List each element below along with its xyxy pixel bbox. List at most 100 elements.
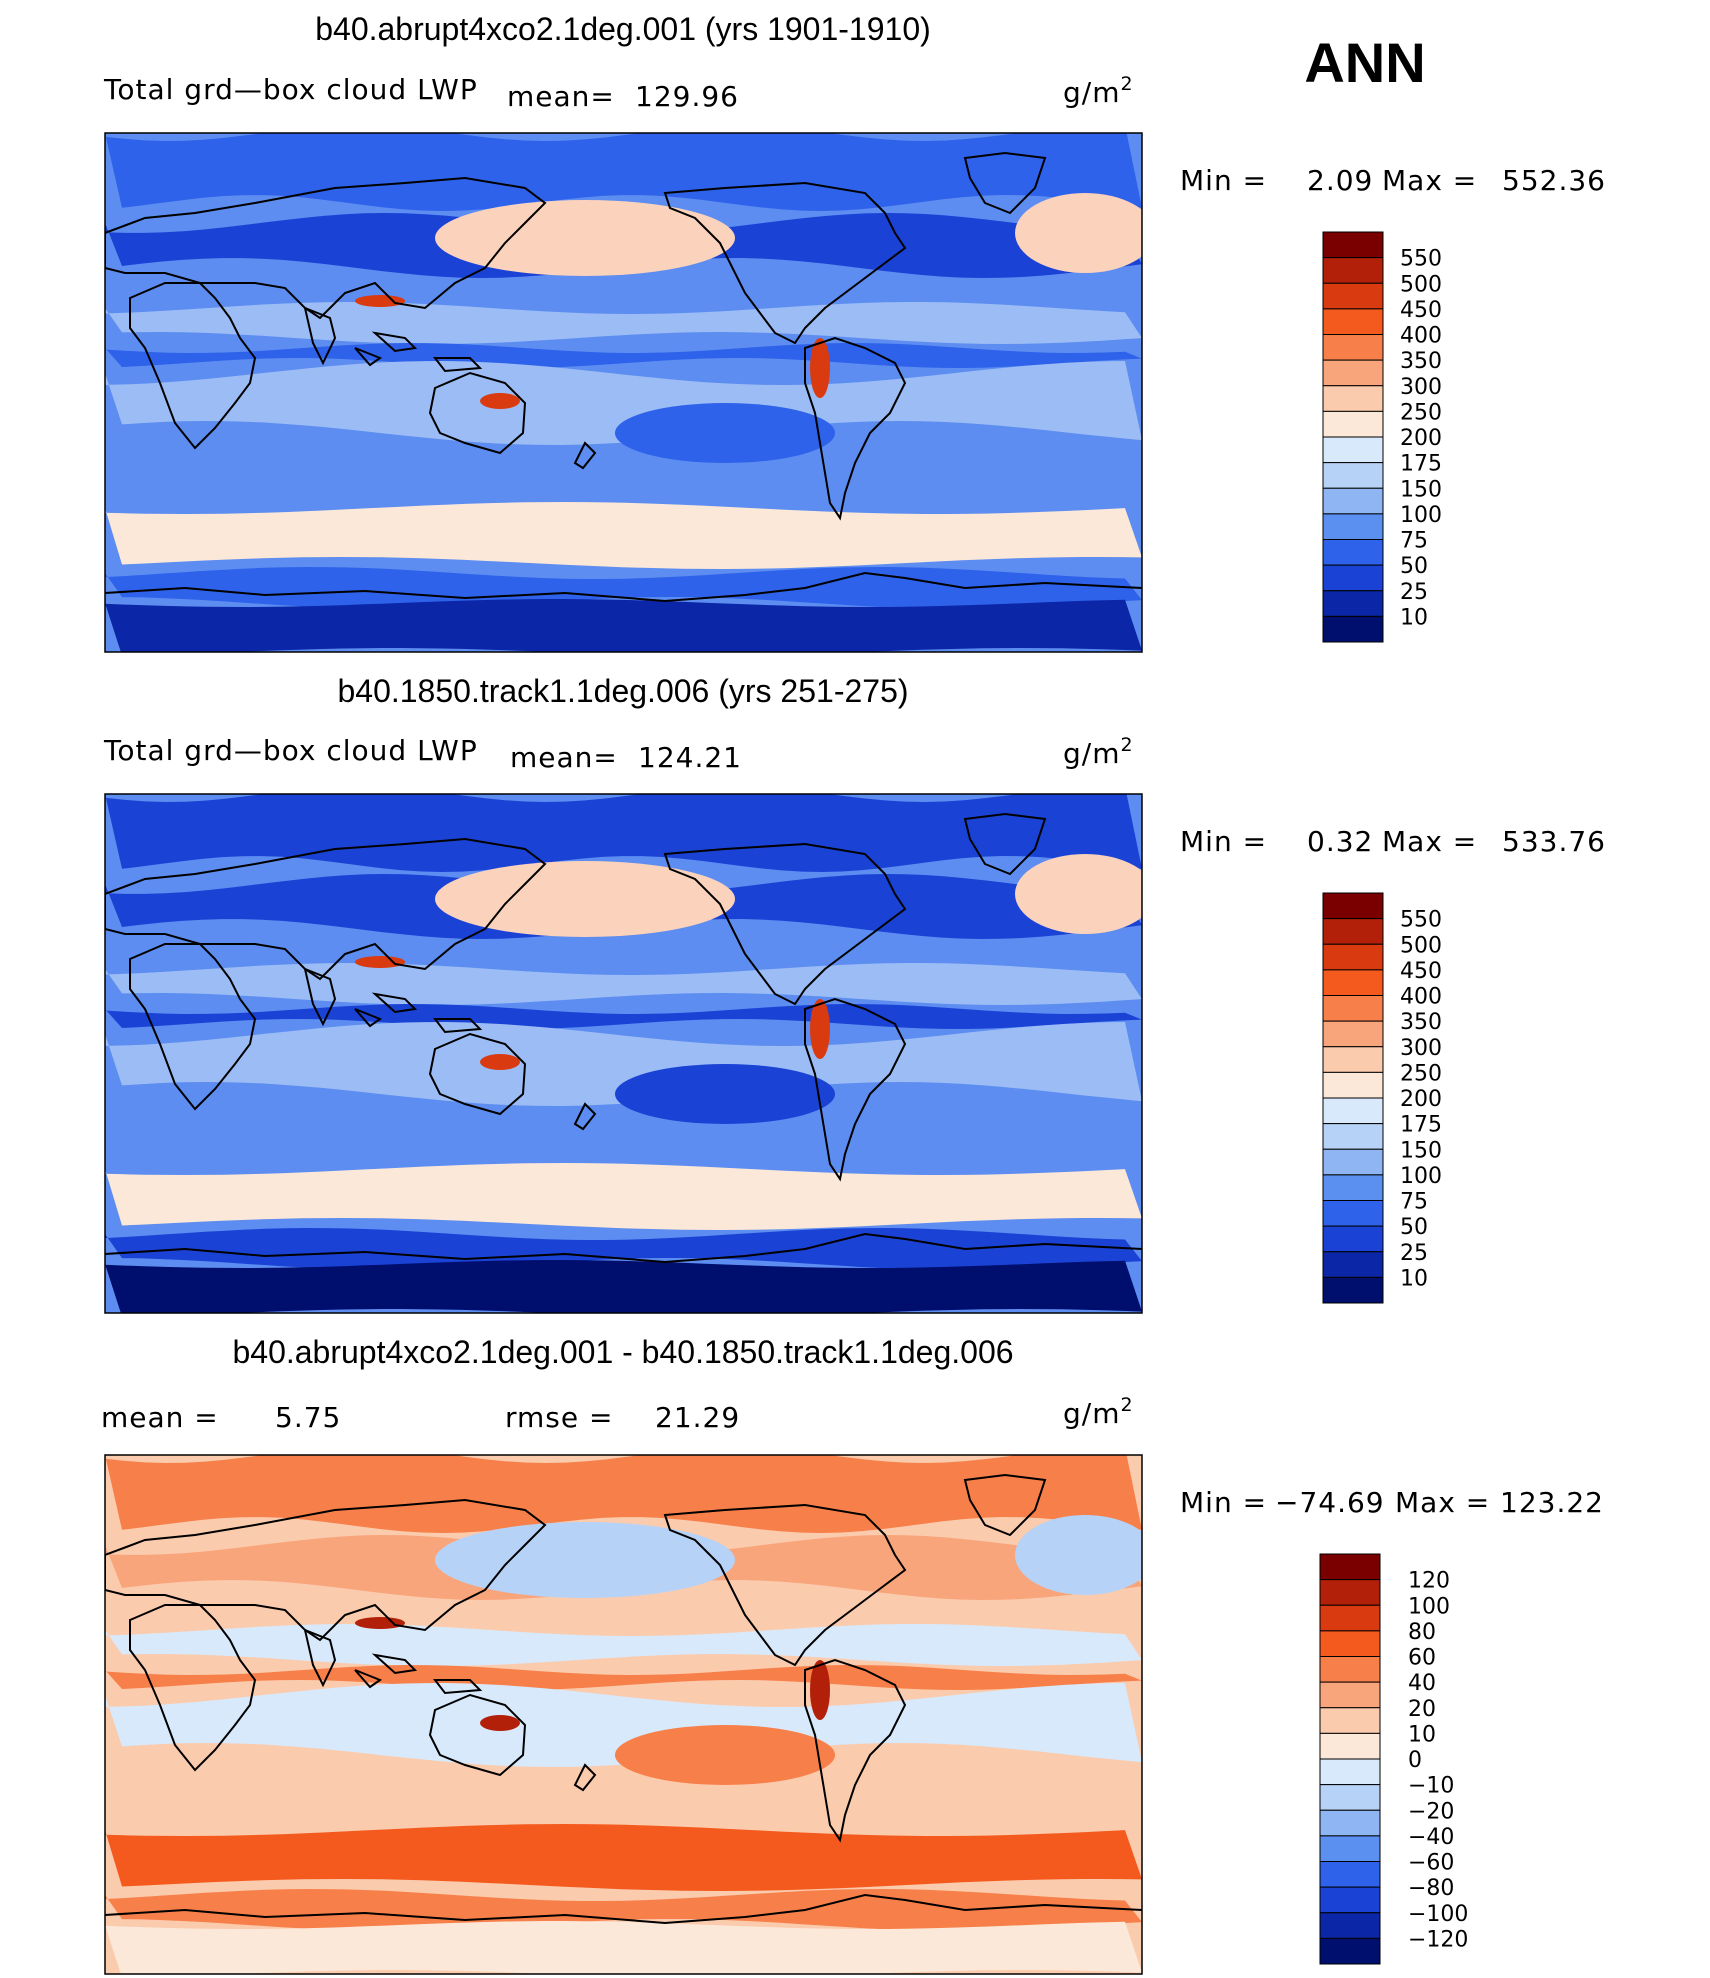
colorbar-swatch	[1322, 282, 1384, 310]
colorbar-swatch	[1322, 513, 1384, 540]
colorbar-swatch	[1319, 1861, 1381, 1888]
colorbar-swatch	[1319, 1937, 1381, 1965]
colorbar-swatch	[1322, 943, 1384, 971]
colorbar-swatch	[1319, 1912, 1381, 1939]
colorbar-swatch	[1319, 1707, 1381, 1734]
colorbar-swatch	[1322, 257, 1384, 284]
colorbar-swatch	[1322, 1276, 1384, 1304]
colorbar-swatch	[1322, 564, 1384, 592]
panel-3-rmse-value: 21.29	[655, 1401, 740, 1434]
colorbar-tick-label: 40	[1408, 1671, 1436, 1696]
colorbar-swatch	[1319, 1732, 1381, 1760]
panel-1-colorbar: 5505004504003503002502001751501007550251…	[1322, 231, 1442, 643]
colorbar-tick-label: 50	[1400, 554, 1428, 579]
panel-2-colorbar: 5505004504003503002502001751501007550251…	[1322, 892, 1442, 1304]
colorbar-swatch	[1319, 1656, 1381, 1683]
colorbar-tick-label: 250	[1400, 400, 1442, 425]
panel-3-units: g/m2	[1063, 1394, 1134, 1430]
colorbar-tick-label: 550	[1400, 247, 1442, 272]
colorbar-swatch	[1322, 590, 1384, 617]
colorbar-swatch	[1322, 1251, 1384, 1278]
colorbar-tick-label: 350	[1400, 1010, 1442, 1035]
colorbar-tick-label: 400	[1400, 985, 1442, 1010]
colorbar-swatch	[1322, 462, 1384, 489]
colorbar-swatch	[1319, 1681, 1381, 1709]
colorbar-tick-label: 200	[1400, 1087, 1442, 1112]
colorbar-tick-label: 10	[1400, 1266, 1428, 1291]
panel-3: b40.abrupt4xco2.1deg.001 - b40.1850.trac…	[101, 1334, 1603, 1975]
colorbar-tick-label: 10	[1408, 1722, 1436, 1747]
panel-3-min-value: −74.69	[1275, 1486, 1385, 1519]
colorbar-swatch	[1322, 918, 1384, 945]
panel-1-mean-value: 129.96	[635, 80, 739, 113]
colorbar-tick-label: 80	[1408, 1620, 1436, 1645]
panel-1-variable: Total grd—box cloud LWP	[103, 73, 478, 106]
colorbar-swatch	[1322, 1123, 1384, 1150]
colorbar-swatch	[1322, 615, 1384, 643]
colorbar-tick-label: 175	[1400, 452, 1442, 477]
panel-1: b40.abrupt4xco2.1deg.001 (yrs 1901-1910)…	[103, 11, 1606, 653]
colorbar-swatch	[1322, 436, 1384, 464]
colorbar-tick-label: 75	[1400, 1190, 1428, 1215]
colorbar-swatch	[1322, 1071, 1384, 1099]
colorbar-swatch	[1319, 1579, 1381, 1606]
panel-1-units: g/m2	[1063, 73, 1134, 109]
colorbar-tick-label: −80	[1408, 1876, 1454, 1901]
colorbar-tick-label: 20	[1408, 1697, 1436, 1722]
colorbar-swatch	[1322, 539, 1384, 566]
panel-1-min-label: Min =	[1180, 164, 1267, 197]
panel-1-mean-label: mean=	[507, 80, 615, 113]
panel-2: b40.1850.track1.1deg.006 (yrs 251-275) T…	[103, 673, 1606, 1314]
colorbar-swatch	[1322, 995, 1384, 1022]
colorbar-swatch	[1319, 1553, 1381, 1581]
colorbar-tick-label: −60	[1408, 1851, 1454, 1876]
panel-2-max-value: 533.76	[1502, 825, 1606, 858]
colorbar-tick-label: 250	[1400, 1061, 1442, 1086]
colorbar-tick-label: 300	[1400, 1036, 1442, 1061]
colorbar-tick-label: 25	[1400, 1241, 1428, 1266]
panel-2-title: b40.1850.track1.1deg.006 (yrs 251-275)	[337, 673, 908, 709]
colorbar-swatch	[1322, 1174, 1384, 1201]
colorbar-swatch	[1319, 1784, 1381, 1811]
colorbar-swatch	[1319, 1835, 1381, 1862]
panel-3-max-label: Max =	[1395, 1486, 1490, 1519]
panel-1-title: b40.abrupt4xco2.1deg.001 (yrs 1901-1910)	[315, 11, 931, 47]
colorbar-tick-label: −120	[1408, 1927, 1468, 1952]
colorbar-tick-label: −100	[1408, 1902, 1468, 1927]
colorbar-tick-label: 550	[1400, 908, 1442, 933]
panel-1-max-value: 552.36	[1502, 164, 1606, 197]
colorbar-swatch	[1322, 892, 1384, 920]
colorbar-tick-label: 75	[1400, 529, 1428, 554]
panel-2-variable: Total grd—box cloud LWP	[103, 734, 478, 767]
panel-2-units: g/m2	[1063, 734, 1134, 770]
colorbar-tick-label: 50	[1400, 1215, 1428, 1240]
colorbar-swatch	[1322, 1225, 1384, 1253]
colorbar-tick-label: 0	[1408, 1748, 1422, 1773]
colorbar-swatch	[1322, 410, 1384, 438]
panel-2-mean-label: mean=	[510, 741, 618, 774]
colorbar-swatch	[1322, 334, 1384, 361]
colorbar-swatch	[1322, 231, 1384, 259]
colorbar-tick-label: −10	[1408, 1774, 1454, 1799]
colorbar-swatch	[1322, 1046, 1384, 1073]
colorbar-swatch	[1322, 1200, 1384, 1227]
panel-2-min-label: Min =	[1180, 825, 1267, 858]
colorbar-swatch	[1322, 308, 1384, 335]
colorbar-tick-label: 150	[1400, 477, 1442, 502]
colorbar-swatch	[1319, 1886, 1381, 1914]
colorbar-swatch	[1319, 1604, 1381, 1632]
colorbar-tick-label: 150	[1400, 1138, 1442, 1163]
panel-3-mean-label: mean =	[101, 1401, 219, 1434]
colorbar-tick-label: 60	[1408, 1646, 1436, 1671]
colorbar-tick-label: −40	[1408, 1825, 1454, 1850]
colorbar-tick-label: 300	[1400, 375, 1442, 400]
colorbar-swatch	[1322, 969, 1384, 996]
colorbar-swatch	[1319, 1630, 1381, 1657]
colorbar-swatch	[1322, 385, 1384, 412]
panel-1-min-value: 2.09	[1307, 164, 1373, 197]
colorbar-tick-label: 100	[1400, 503, 1442, 528]
panel-2-max-label: Max =	[1382, 825, 1477, 858]
panel-3-min-label: Min =	[1180, 1486, 1267, 1519]
panel-3-title: b40.abrupt4xco2.1deg.001 - b40.1850.trac…	[232, 1334, 1013, 1370]
